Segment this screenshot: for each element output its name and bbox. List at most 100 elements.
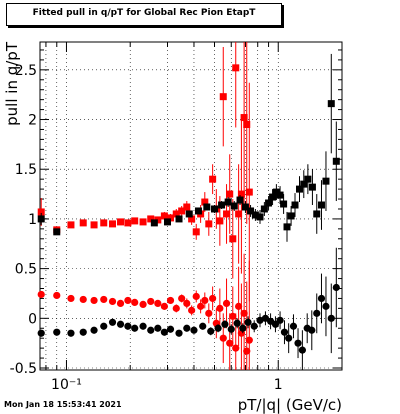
data-point-circle (100, 295, 108, 304)
data-point-square (124, 219, 132, 227)
data-point-circle (313, 309, 321, 317)
data-point-circle (108, 297, 117, 306)
data-point-square (117, 218, 125, 226)
data-point-circle (256, 316, 264, 324)
data-point-square (79, 219, 87, 227)
data-point-circle (229, 312, 237, 320)
data-point-square (322, 177, 330, 185)
data-point-square (185, 210, 193, 218)
data-point-circle (235, 302, 243, 310)
data-point-square (188, 215, 196, 223)
axis-ticks (40, 42, 343, 370)
data-point-square (317, 201, 325, 209)
data-point-circle (147, 326, 155, 334)
data-point-square (332, 157, 340, 165)
x-axis-label: pT/|q| (GeV/c) (238, 396, 342, 414)
data-point-circle (154, 324, 162, 332)
data-point-square (175, 215, 183, 223)
data-point-circle (124, 322, 132, 330)
data-point-circle (232, 344, 240, 352)
data-point-circle (199, 322, 207, 330)
data-point-square (287, 212, 295, 220)
data-point-square (53, 228, 61, 236)
data-point-square (300, 180, 308, 188)
y-tick-label: 0.5 (15, 262, 37, 278)
data-point-circle (79, 295, 87, 304)
y-tick-label: -0.5 (10, 361, 37, 377)
data-point-square (100, 219, 108, 227)
data-point-square (164, 218, 172, 226)
data-point-square (256, 213, 264, 221)
data-point-square (245, 188, 253, 196)
data-point-square (232, 64, 240, 72)
data-point-square (109, 220, 117, 228)
data-point-circle (276, 316, 284, 324)
data-point-circle (37, 290, 45, 299)
series-0 (37, 42, 253, 302)
data-point-square (236, 196, 244, 204)
data-point-circle (166, 325, 175, 333)
data-point-circle (308, 326, 316, 334)
data-point-circle (178, 294, 186, 303)
data-point-square (219, 93, 227, 101)
data-point-square (192, 228, 200, 236)
data-markers (37, 42, 340, 370)
data-point-square (131, 217, 139, 225)
data-point-circle (332, 283, 340, 292)
series-3 (37, 247, 340, 370)
data-point-square (235, 210, 243, 218)
data-point-circle (67, 294, 75, 303)
data-point-circle (124, 296, 132, 305)
data-point-square (313, 210, 321, 218)
data-point-circle (285, 334, 293, 342)
data-point-circle (147, 297, 155, 306)
data-point-square (201, 198, 209, 206)
data-point-circle (116, 320, 125, 328)
data-point-square (327, 100, 335, 108)
data-point-square (209, 175, 217, 183)
data-point-square (265, 199, 273, 207)
data-point-circle (219, 334, 227, 342)
data-point-circle (160, 328, 168, 336)
data-point-square (230, 202, 238, 210)
data-point-square (283, 223, 291, 231)
data-point-square (296, 185, 304, 193)
data-point-circle (214, 324, 222, 332)
data-point-square (150, 219, 158, 227)
data-point-circle (244, 318, 252, 326)
data-point-square (224, 198, 232, 206)
data-point-circle (188, 306, 196, 314)
data-point-circle (175, 329, 183, 337)
data-point-square (304, 175, 312, 183)
data-point-circle (100, 322, 108, 330)
x-tick-label: 1 (274, 377, 283, 393)
plot-frame-rect (39, 41, 343, 371)
data-point-circle (67, 329, 75, 337)
data-point-circle (166, 296, 175, 305)
data-point-circle (201, 296, 209, 305)
data-point-square (90, 221, 98, 229)
data-point-square (37, 208, 45, 216)
data-point-square (241, 203, 249, 211)
data-point-circle (131, 298, 139, 307)
data-point-circle (116, 299, 125, 308)
data-point-square (147, 215, 155, 223)
data-point-circle (240, 309, 248, 317)
data-point-circle (222, 299, 231, 308)
y-tick-label: 2.5 (15, 63, 37, 79)
series-1 (37, 53, 340, 242)
data-point-circle (317, 294, 326, 303)
data-point-circle (160, 302, 168, 310)
data-point-square (218, 201, 226, 209)
data-point-circle (90, 296, 98, 305)
data-point-square (139, 218, 147, 226)
data-point-circle (90, 326, 98, 334)
data-point-square (243, 120, 251, 128)
data-point-square (308, 183, 316, 191)
data-point-circle (227, 325, 235, 333)
axis-labels: -0.5 0 0.5 1 1.5 2 2.5 10⁻¹ 1 pT/|q| (GeV/c) pull … (3, 41, 342, 414)
data-point-square (167, 214, 175, 222)
data-point-square (205, 220, 213, 228)
data-point-circle (108, 318, 117, 326)
